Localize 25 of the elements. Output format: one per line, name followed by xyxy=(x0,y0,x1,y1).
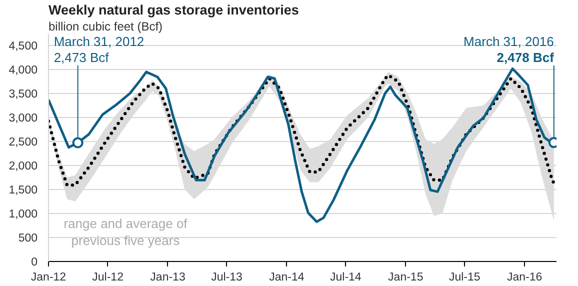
annotation: range and average of previous five years xyxy=(64,216,188,248)
chart-subtitle: billion cubic feet (Bcf) xyxy=(48,20,163,34)
y-tick-label: 3,000 xyxy=(8,112,38,124)
y-tick-label: 500 xyxy=(18,232,38,244)
x-tick-label: Jan-13 xyxy=(150,272,186,284)
x-tick-label: Jul-14 xyxy=(330,272,362,284)
x-tick-label: Jan-16 xyxy=(506,272,542,284)
y-tick-label: 2,500 xyxy=(8,136,38,148)
x-tick-label: Jan-12 xyxy=(30,272,66,284)
annotation: March 31, 2016 2,478 Bcf xyxy=(464,34,555,65)
y-tick-label: 1,000 xyxy=(8,208,38,220)
x-tick-label: Jul-12 xyxy=(92,272,124,284)
x-tick-label: Jul-13 xyxy=(211,272,242,284)
chart-title: Weekly natural gas storage inventories xyxy=(48,2,299,18)
y-tick-label: 1,500 xyxy=(8,184,38,196)
x-tick-label: Jan-15 xyxy=(388,272,424,284)
y-tick-label: 2,000 xyxy=(8,160,38,172)
x-tick-label: Jan-14 xyxy=(269,272,305,284)
y-tick-label: 4,000 xyxy=(8,64,38,76)
y-tick-label: 3,500 xyxy=(8,88,38,100)
y-tick-label: 0 xyxy=(31,256,38,268)
line-series xyxy=(48,74,556,187)
annotation: March 31, 2012 2,473 Bcf xyxy=(54,34,144,65)
y-tick-label: 4,500 xyxy=(8,40,38,52)
x-tick-label: Jul-15 xyxy=(448,272,480,284)
